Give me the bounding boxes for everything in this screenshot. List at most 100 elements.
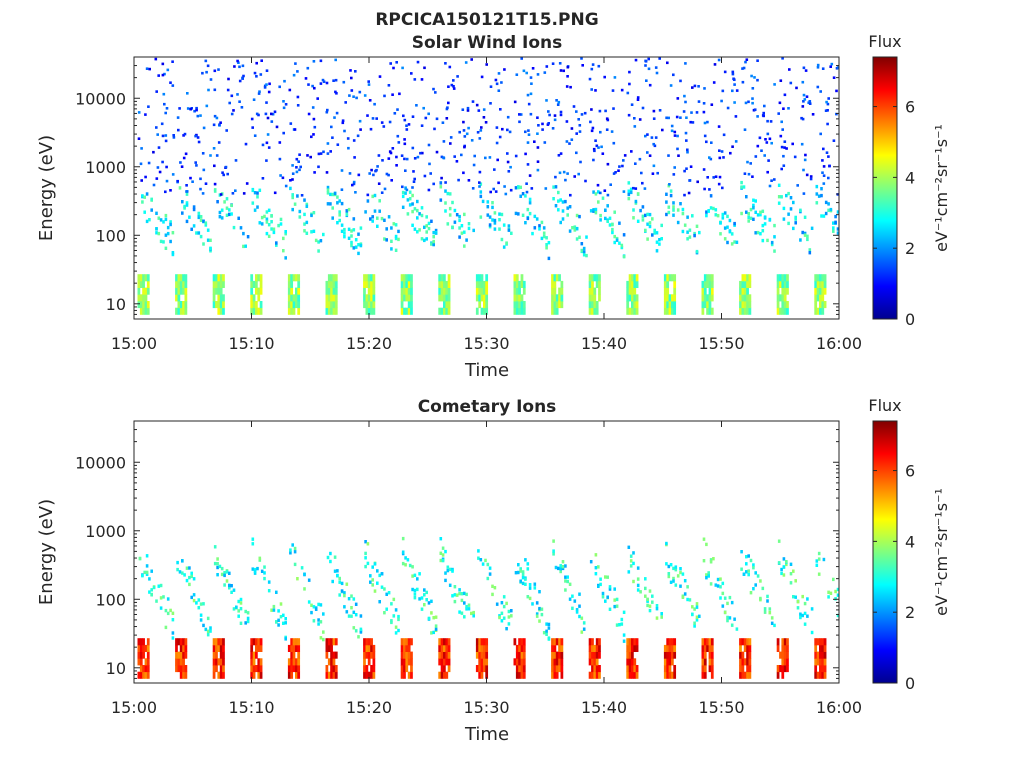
heatmap-cell <box>290 644 294 652</box>
heatmap-cell <box>648 221 652 225</box>
heatmap-cell <box>618 241 621 245</box>
heatmap-cell <box>754 571 757 575</box>
heatmap-cell <box>593 149 596 153</box>
heatmap-cell <box>475 644 479 652</box>
heatmap-cell <box>808 100 812 103</box>
heatmap-cell <box>608 585 612 589</box>
heatmap-cell <box>478 280 482 288</box>
heatmap-cell <box>250 117 254 121</box>
heatmap-cell <box>627 570 631 574</box>
heatmap-cell <box>272 230 276 235</box>
heatmap-cell <box>615 604 619 608</box>
heatmap-cell <box>329 202 332 206</box>
heatmap-cell <box>655 249 659 253</box>
heatmap-cell <box>596 183 600 187</box>
heatmap-cell <box>710 671 714 679</box>
heatmap-cell <box>460 224 464 228</box>
heatmap-cell <box>257 92 261 95</box>
heatmap-cell <box>169 81 172 84</box>
heatmap-cell <box>703 274 707 282</box>
heatmap-cell <box>520 658 524 666</box>
heatmap-cell <box>460 153 463 157</box>
heatmap-cell <box>162 595 165 599</box>
heatmap-cell <box>144 665 148 673</box>
heatmap-cell <box>545 99 548 102</box>
heatmap-cell <box>350 594 353 598</box>
heatmap-cell <box>394 608 398 612</box>
heatmap-cell <box>217 658 221 666</box>
heatmap-cell <box>683 579 687 583</box>
heatmap-cell <box>752 587 755 591</box>
heatmap-cell <box>823 644 827 652</box>
heatmap-cell <box>281 176 285 180</box>
heatmap-cell <box>478 638 482 646</box>
heatmap-cell <box>325 287 329 295</box>
heatmap-cell <box>207 88 210 92</box>
heatmap-cell <box>319 59 323 63</box>
heatmap-cell <box>589 120 592 124</box>
heatmap-cell <box>668 658 672 666</box>
heatmap-cell <box>570 138 574 141</box>
heatmap-cell <box>822 165 826 168</box>
heatmap-cell <box>671 294 674 302</box>
heatmap-cell <box>475 665 479 673</box>
heatmap-cell <box>403 307 406 315</box>
heatmap-cell <box>327 280 331 288</box>
heatmap-cell <box>789 562 793 566</box>
heatmap-cell <box>175 294 178 302</box>
heatmap-cell <box>358 90 362 94</box>
heatmap-cell <box>270 214 273 218</box>
heatmap-cell <box>305 204 309 208</box>
heatmap-cell <box>545 243 548 247</box>
heatmap-cell <box>467 603 471 607</box>
heatmap-cell <box>720 99 723 103</box>
heatmap-cell <box>728 595 732 600</box>
heatmap-cell <box>224 165 228 169</box>
heatmap-cell <box>185 219 189 224</box>
heatmap-cell <box>365 307 369 315</box>
heatmap-cell <box>741 301 745 309</box>
heatmap-cell <box>746 160 749 164</box>
heatmap-cell <box>789 581 793 585</box>
y-axis-label: Energy (eV) <box>36 135 57 241</box>
heatmap-cell <box>631 307 634 315</box>
heatmap-cell <box>478 137 482 140</box>
heatmap-cell <box>822 557 826 562</box>
heatmap-cell <box>730 600 734 605</box>
heatmap-cell <box>663 287 667 295</box>
heatmap-cell <box>663 671 667 679</box>
heatmap-cell <box>783 638 787 646</box>
heatmap-cell <box>505 241 508 245</box>
heatmap-cell <box>139 274 143 282</box>
heatmap-cell <box>212 294 216 302</box>
heatmap-cell <box>560 658 564 666</box>
heatmap-cell <box>253 71 257 75</box>
heatmap-cell <box>776 307 780 315</box>
heatmap-cell <box>591 126 595 130</box>
heatmap-cell <box>407 671 411 679</box>
heatmap-cell <box>192 593 196 597</box>
heatmap-cell <box>821 280 825 288</box>
heatmap-cell <box>794 579 797 583</box>
heatmap-cell <box>756 213 760 217</box>
x-tick-label: 15:50 <box>698 334 744 353</box>
heatmap-cell <box>403 274 406 282</box>
heatmap-cell <box>222 294 225 302</box>
heatmap-cell <box>777 561 781 565</box>
heatmap-cell <box>331 136 334 139</box>
heatmap-cell <box>453 220 457 224</box>
heatmap-cell <box>354 191 357 194</box>
heatmap-cell <box>559 569 562 574</box>
heatmap-cell <box>791 142 794 146</box>
heatmap-cell <box>710 665 714 673</box>
heatmap-cell <box>250 274 254 282</box>
heatmap-cell <box>313 125 317 129</box>
heatmap-cell <box>222 274 225 282</box>
heatmap-cell <box>681 211 685 216</box>
heatmap-cell <box>190 595 193 600</box>
heatmap-cell <box>701 307 705 315</box>
heatmap-cell <box>290 287 294 295</box>
heatmap-cell <box>723 237 727 241</box>
heatmap-cell <box>626 658 630 666</box>
heatmap-cell <box>415 104 418 107</box>
